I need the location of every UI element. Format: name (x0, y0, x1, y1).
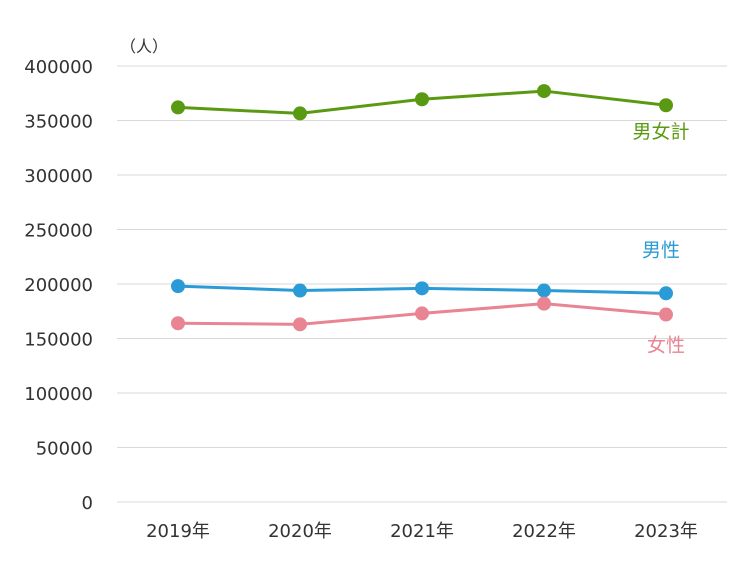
data-point (659, 307, 673, 322)
data-point (659, 286, 673, 301)
data-point (537, 296, 551, 311)
data-point (537, 84, 551, 99)
series-label: 男性 (642, 239, 680, 261)
y-tick-label: 300000 (24, 166, 93, 187)
series-label: 男女計 (632, 121, 689, 143)
data-point (293, 317, 307, 332)
y-tick-label: 350000 (24, 112, 93, 133)
data-point (171, 279, 185, 294)
x-tick-label: 2019年 (146, 521, 210, 542)
x-tick-label: 2023年 (634, 521, 698, 542)
series-lines (171, 84, 673, 332)
series-label: 女性 (647, 335, 685, 357)
data-point (415, 281, 429, 296)
data-point (537, 283, 551, 298)
data-point (293, 106, 307, 121)
data-point (293, 283, 307, 298)
y-tick-label: 400000 (24, 57, 93, 78)
y-tick-label: 100000 (24, 384, 93, 405)
x-tick-label: 2020年 (268, 521, 332, 542)
data-point (171, 316, 185, 331)
x-tick-label: 2021年 (390, 521, 454, 542)
y-axis-unit-label: （人） (120, 37, 168, 56)
data-point (415, 92, 429, 107)
y-tick-label: 250000 (24, 221, 93, 242)
x-axis-ticks: 2019年 2020年 2021年 2022年 2023年 (146, 521, 698, 542)
y-tick-label: 50000 (36, 439, 93, 460)
y-tick-label: 200000 (24, 275, 93, 296)
data-point (659, 98, 673, 113)
y-tick-label: 0 (82, 493, 93, 514)
y-tick-label: 150000 (24, 330, 93, 351)
x-tick-label: 2022年 (512, 521, 576, 542)
data-point (415, 306, 429, 321)
y-axis-ticks: 0 50000 100000 150000 200000 250000 300000 3500… (24, 57, 93, 514)
data-point (171, 100, 185, 115)
